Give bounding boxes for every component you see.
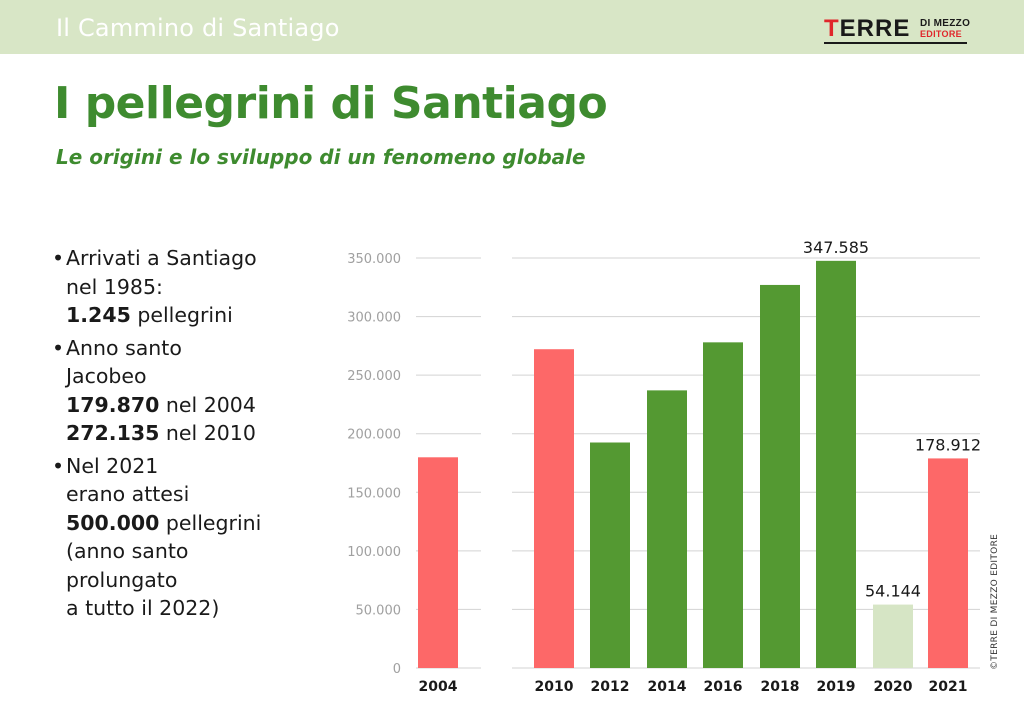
note-line: 500.000 pellegrini: [66, 509, 352, 538]
section-title: Il Cammino di Santiago: [56, 14, 340, 42]
bar: [534, 349, 574, 668]
copyright-note: ©TERRE DI MEZZO EDITORE: [990, 533, 1000, 670]
note-number: 179.870: [66, 392, 160, 417]
y-tick-label: 100.000: [347, 545, 401, 560]
bar: [760, 284, 800, 668]
bar: [590, 442, 630, 668]
x-tick-label: 2016: [704, 679, 743, 695]
page-title: I pellegrini di Santiago: [54, 78, 608, 129]
note-text: erano attesi: [66, 482, 190, 506]
note-text: nel 1985:: [66, 274, 163, 299]
x-tick-label: 2010: [535, 679, 574, 695]
note-line: a tutto il 2022): [66, 594, 352, 623]
publisher-logo: TERRE DI MEZZO EDITORE: [824, 15, 974, 44]
bar: [816, 260, 856, 668]
x-tick-label: 2020: [874, 679, 913, 695]
note-number: 1.245: [66, 303, 131, 327]
note-line: Arrivati a Santiago: [66, 244, 352, 273]
note-line: nel 1985:: [66, 273, 352, 302]
y-tick-label: 0: [393, 662, 401, 677]
note-line: Nel 2021: [66, 452, 352, 481]
logo-sub2: EDITORE: [920, 29, 962, 39]
note-text: Anno santo: [66, 335, 182, 360]
note-item: • Nel 2021 erano attesi 500.000 pellegrini(…: [52, 452, 352, 623]
x-tick-label: 2004: [419, 679, 458, 695]
y-tick-label: 150.000: [347, 486, 401, 501]
note-line: (anno santo: [66, 537, 352, 566]
note-text: Nel 2021: [66, 453, 159, 478]
note-text: (anno santo: [66, 539, 189, 563]
bar-chart: 0 50.000 100.000 150.000 200.000 250.000 300.0…: [347, 238, 980, 695]
note-line: Jacobeo: [66, 362, 352, 391]
note-line: 272.135 nel 2010: [66, 419, 352, 448]
note-line: 179.870 nel 2004: [66, 391, 352, 420]
note-text: pellegrini: [159, 510, 262, 535]
note-item: • Arrivati a Santiago nel 1985: 1.245 pelle…: [52, 244, 352, 330]
y-tick-label: 50.000: [356, 603, 402, 618]
logo-main: TERRE: [824, 15, 911, 42]
data-label: 178.912: [915, 435, 980, 454]
y-tick-label: 250.000: [347, 369, 401, 384]
data-label: 347.585: [803, 238, 869, 257]
data-label: 54.144: [865, 582, 921, 601]
y-tick-label: 300.000: [347, 311, 401, 326]
bullet-icon: •: [52, 453, 65, 478]
note-text: pellegrini: [130, 303, 233, 327]
note-number: 500.000: [66, 510, 160, 535]
page-subtitle: Le origini e lo sviluppo di un fenomeno …: [56, 145, 586, 169]
bar: [647, 390, 687, 668]
bar: [418, 457, 458, 668]
note-text: Jacobeo: [66, 364, 147, 388]
notes-list: • Arrivati a Santiago nel 1985: 1.245 pelle…: [52, 244, 352, 627]
bar: [873, 604, 913, 668]
note-line: 1.245 pellegrini: [66, 301, 352, 330]
note-line: Anno santo: [66, 334, 352, 363]
note-text: a tutto il 2022): [66, 596, 220, 620]
bullet-icon: •: [52, 246, 65, 270]
y-tick-label: 350.000: [347, 252, 401, 267]
note-text: nel 2004: [159, 392, 256, 417]
x-tick-label: 2021: [929, 679, 968, 695]
header-bar: Il Cammino di Santiago TERRE DI MEZZO ED…: [0, 0, 1024, 54]
note-text: Arrivati a Santiago: [66, 246, 257, 270]
bar: [703, 342, 743, 668]
bullet-icon: •: [52, 335, 65, 360]
logo-rule: [824, 42, 967, 44]
note-number: 272.135: [66, 421, 160, 445]
note-text: prolungato: [66, 567, 178, 592]
x-tick-label: 2014: [648, 679, 687, 695]
note-item: • Anno santo Jacobeo 179.870 nel 2004 272.13…: [52, 334, 352, 448]
note-line: prolungato: [66, 566, 352, 595]
note-text: nel 2010: [159, 421, 256, 445]
logo-sub1: DI MEZZO: [920, 18, 971, 29]
note-line: erano attesi: [66, 480, 352, 509]
x-tick-label: 2018: [761, 679, 800, 695]
bar: [928, 458, 968, 668]
x-tick-label: 2019: [817, 679, 856, 695]
y-tick-label: 200.000: [347, 428, 401, 443]
x-tick-label: 2012: [591, 679, 630, 695]
